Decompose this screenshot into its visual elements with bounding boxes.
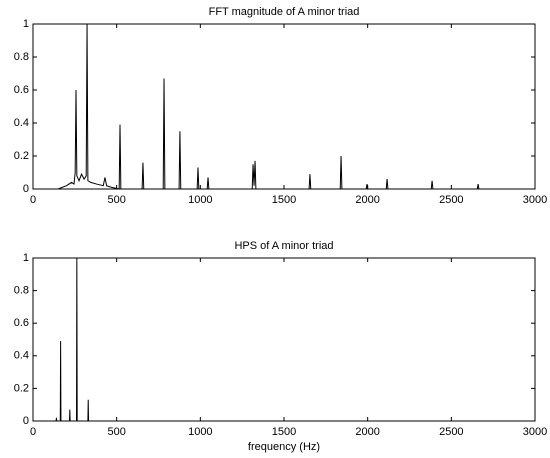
x-tick-label: 3000 bbox=[523, 426, 547, 438]
x-tick-label: 1000 bbox=[188, 194, 212, 206]
spectrum-line bbox=[33, 257, 535, 422]
y-tick-label: 0 bbox=[23, 183, 29, 195]
x-tick-label: 1500 bbox=[272, 426, 296, 438]
y-tick-label: 0.4 bbox=[14, 117, 29, 129]
x-axis-label: frequency (Hz) bbox=[248, 441, 320, 453]
y-tick-label: 0.2 bbox=[14, 382, 29, 394]
plot-area bbox=[32, 23, 536, 190]
y-tick-label: 0.8 bbox=[14, 51, 29, 63]
y-tick-label: 0 bbox=[23, 415, 29, 427]
x-tick-label: 1500 bbox=[272, 194, 296, 206]
x-tick-label: 500 bbox=[107, 194, 125, 206]
y-tick-label: 1 bbox=[23, 252, 29, 264]
y-tick-label: 0.8 bbox=[14, 285, 29, 297]
x-tick-label: 2500 bbox=[439, 194, 463, 206]
y-tick-label: 0.6 bbox=[14, 317, 29, 329]
x-tick-label: 3000 bbox=[523, 194, 547, 206]
x-tick-label: 0 bbox=[30, 194, 36, 206]
y-tick-label: 0.2 bbox=[14, 150, 29, 162]
x-tick-label: 2000 bbox=[355, 426, 379, 438]
x-tick-label: 0 bbox=[30, 426, 36, 438]
x-tick-label: 500 bbox=[107, 426, 125, 438]
y-tick-label: 0.4 bbox=[14, 350, 29, 362]
spectrum-line bbox=[33, 23, 535, 190]
x-tick-label: 2000 bbox=[355, 194, 379, 206]
y-tick-label: 0.6 bbox=[14, 84, 29, 96]
chart-title: FFT magnitude of A minor triad bbox=[209, 6, 360, 18]
plot-area bbox=[32, 257, 536, 422]
x-tick-label: 2500 bbox=[439, 426, 463, 438]
x-tick-label: 1000 bbox=[188, 426, 212, 438]
y-tick-label: 1 bbox=[23, 18, 29, 30]
chart-title: HPS of A minor triad bbox=[234, 240, 333, 252]
